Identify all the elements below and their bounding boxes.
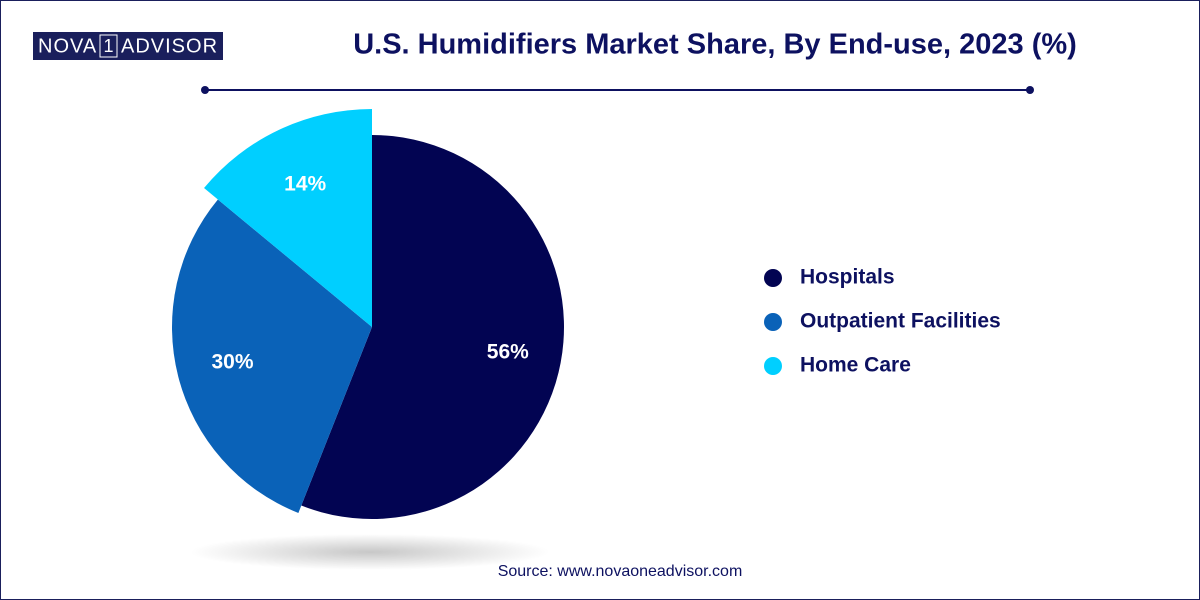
source: Source: www.novaoneadvisor.com <box>498 563 743 580</box>
pie-slice <box>171 199 372 513</box>
data-label: 56% <box>487 340 529 363</box>
pie-slice <box>204 109 372 327</box>
legend-label: Outpatient Facilities <box>800 310 1001 333</box>
data-label: 30% <box>212 350 254 373</box>
rule-dot <box>201 86 209 94</box>
legend-label: Home Care <box>800 354 911 377</box>
logo-text: NOVA <box>38 35 97 57</box>
legend-label: Hospitals <box>800 266 895 289</box>
pie: 56% 30% 14% <box>171 109 564 519</box>
legend: Hospitals Outpatient Facilities Home Care <box>764 266 1001 377</box>
pie-slice <box>301 135 564 519</box>
logo: NOVA 1 ADVISOR <box>33 32 223 60</box>
legend-marker <box>764 357 782 375</box>
logo-bg <box>33 32 223 60</box>
rule-dot <box>1026 86 1034 94</box>
data-label: 14% <box>284 173 326 196</box>
legend-marker <box>764 313 782 331</box>
legend-marker <box>764 269 782 287</box>
shadow <box>190 534 550 570</box>
logo-text: ADVISOR <box>121 35 218 57</box>
logo-mark: 1 <box>103 36 113 56</box>
chart-title: U.S. Humidifiers Market Share, By End-us… <box>353 29 1077 61</box>
logo-box <box>99 34 118 58</box>
